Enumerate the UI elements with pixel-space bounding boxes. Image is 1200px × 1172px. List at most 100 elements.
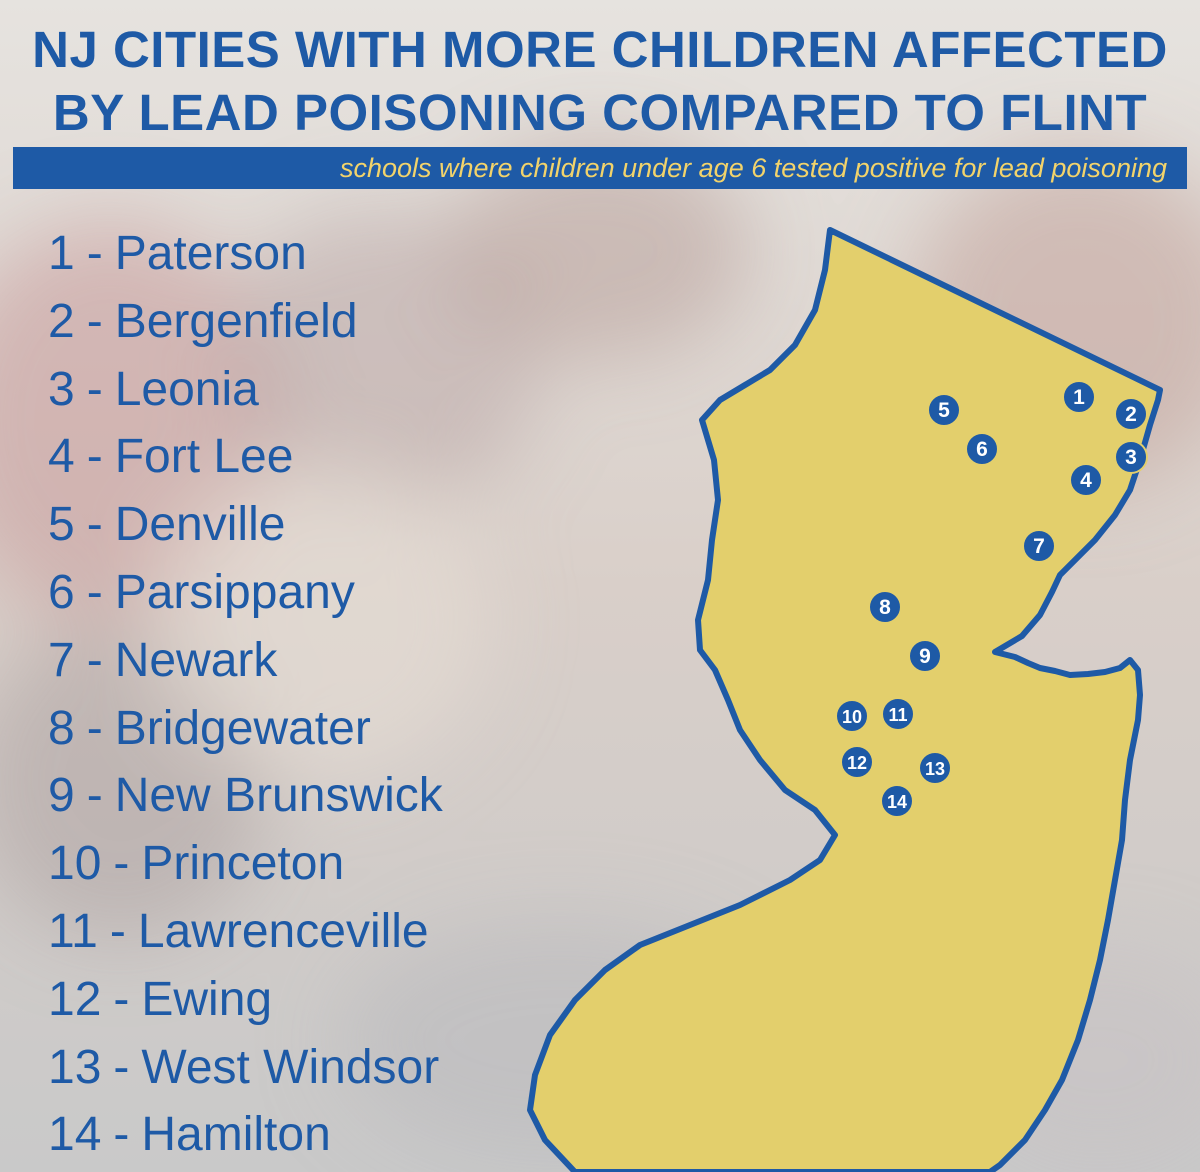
map-marker-label: 12 [847,753,867,773]
map-marker-label: 2 [1125,403,1137,426]
city-name: Leonia [114,362,259,416]
city-separator: - [86,565,103,619]
map-marker-label: 11 [888,705,907,725]
city-separator: - [109,904,126,958]
city-separator: - [86,633,103,687]
city-list-item: 1- Paterson [48,220,443,288]
map-marker-1: 1 [1062,380,1096,414]
city-number: 11 [48,904,98,958]
city-list-item: 5- Denville [48,491,443,559]
city-separator: - [86,227,103,280]
map-marker-circle [1114,440,1148,474]
map-marker-10: 10 [835,699,869,733]
city-separator: - [113,837,130,891]
city-number: 5 [48,498,75,552]
subtitle: schools where children under age 6 teste… [339,153,1167,183]
city-name: Denville [114,498,286,552]
city-separator: - [113,1108,130,1162]
city-list-item: 8- Bridgewater [48,695,443,763]
map-marker-label: 5 [938,399,950,422]
map-marker-circle [1069,463,1103,497]
map-marker-circle [868,590,902,624]
map-marker-circle [880,784,914,818]
city-name: Bridgewater [114,701,371,755]
map-marker-circle [1022,529,1056,563]
city-list-item: 12- Ewing [48,966,443,1034]
city-number: 1 [48,227,75,280]
map-marker-circle [908,639,942,673]
map-marker-9: 9 [908,639,942,673]
city-number: 3 [48,362,75,416]
city-separator: - [113,1040,130,1094]
city-list-item: 11- Lawrenceville [48,898,443,966]
map-marker-circle [927,393,961,427]
headline-line-2: BY LEAD POISONING COMPARED TO FLINT [52,84,1148,141]
city-separator: - [86,701,103,755]
map-marker-13: 13 [918,751,952,785]
map-marker-3: 3 [1114,440,1148,474]
city-number: 4 [48,430,75,484]
city-name: Ewing [141,972,273,1026]
headline-line-1: NJ CITIES WITH MORE CHILDREN AFFECTED [32,21,1168,78]
city-list: 1- Paterson 2- Bergenfield 3- Leonia 4- Fort Le… [48,220,443,1169]
city-separator: - [86,294,103,348]
map-marker-circle [965,432,999,466]
city-name: Bergenfield [114,294,358,348]
map-marker-11: 11 [881,697,915,731]
city-number: 9 [48,769,75,823]
city-list-item: 7- Newark [48,627,443,695]
city-number: 8 [48,701,75,755]
map-marker-label: 1 [1073,386,1085,409]
city-name: Hamilton [141,1108,331,1162]
map-marker-circle [881,697,915,731]
city-number: 7 [48,633,75,687]
map-marker-label: 6 [976,438,988,461]
map-marker-label: 3 [1125,446,1137,469]
map-marker-6: 6 [965,432,999,466]
map-marker-label: 4 [1080,469,1092,492]
city-number: 13 [48,1040,102,1094]
map-marker-circle [840,745,874,779]
city-name: Fort Lee [114,430,294,484]
map-marker-4: 4 [1069,463,1103,497]
city-name: Newark [114,633,278,687]
city-list-item: 2- Bergenfield [48,288,443,356]
map-marker-8: 8 [868,590,902,624]
map-marker-label: 7 [1033,535,1045,558]
map-marker-12: 12 [840,745,874,779]
city-list-item: 3- Leonia [48,356,443,424]
city-number: 12 [48,972,102,1026]
city-list-item: 4- Fort Lee [48,423,443,491]
map-marker-circle [835,699,869,733]
city-list-item: 13- West Windsor [48,1034,443,1102]
city-number: 6 [48,565,75,619]
city-separator: - [86,769,103,823]
map-marker-circle [1114,397,1148,431]
map-marker-2: 2 [1114,397,1148,431]
map-marker-5: 5 [927,393,961,427]
city-number: 2 [48,294,75,348]
map-marker-7: 7 [1022,529,1056,563]
map-marker-label: 9 [919,645,931,668]
map-marker-label: 14 [887,792,907,812]
city-name: Parsippany [114,565,355,619]
city-name: West Windsor [141,1040,440,1094]
city-separator: - [86,362,103,416]
city-name: Princeton [141,837,345,891]
map-marker-circle [918,751,952,785]
city-list-item: 14- Hamilton [48,1101,443,1169]
city-list-item: 10- Princeton [48,830,443,898]
city-name: Paterson [114,227,307,280]
city-number: 10 [48,837,102,891]
map-marker-14: 14 [880,784,914,818]
city-number: 14 [48,1108,102,1162]
subtitle-bar: schools where children under age 6 teste… [13,147,1187,189]
map-marker-label: 8 [879,596,891,619]
map-marker-label: 13 [925,759,945,779]
city-name: Lawrenceville [137,904,429,958]
city-separator: - [86,430,103,484]
city-list-item: 6- Parsippany [48,559,443,627]
city-separator: - [113,972,130,1026]
